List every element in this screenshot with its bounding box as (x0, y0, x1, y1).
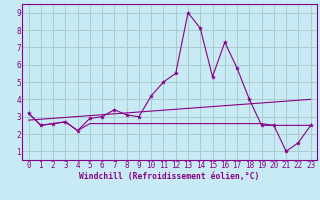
X-axis label: Windchill (Refroidissement éolien,°C): Windchill (Refroidissement éolien,°C) (79, 172, 260, 181)
